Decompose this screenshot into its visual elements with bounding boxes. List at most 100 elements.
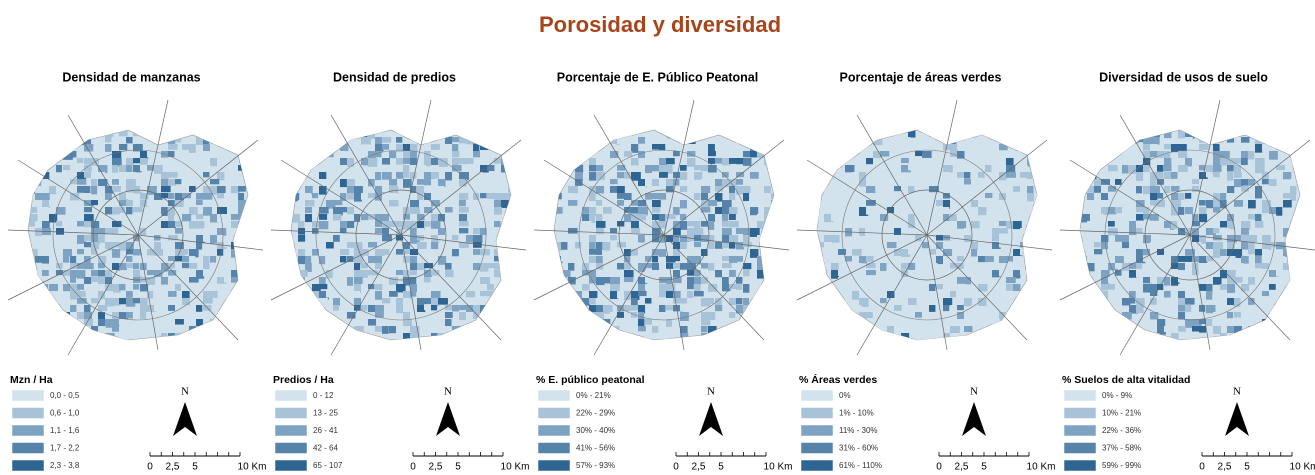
map-cell <box>1101 207 1110 215</box>
map-cell <box>1027 256 1034 263</box>
map-cell <box>1185 158 1195 167</box>
map-cell <box>77 312 87 321</box>
map-cell <box>1157 277 1164 284</box>
map-cell <box>915 340 924 345</box>
map-cell <box>701 298 711 307</box>
north-label: N <box>1233 386 1241 398</box>
map-cell <box>687 151 696 157</box>
map-cell <box>1087 263 1095 272</box>
map-cell <box>901 340 909 349</box>
map-cell <box>410 291 417 297</box>
map-cell <box>119 193 129 202</box>
map-cell <box>126 165 133 174</box>
map-cell <box>1122 312 1132 320</box>
boundary <box>1189 99 1221 236</box>
map-cell <box>1157 172 1164 179</box>
legend-swatch <box>800 389 834 402</box>
map-cell <box>63 144 73 151</box>
map-cell <box>873 151 883 159</box>
map-cell <box>610 291 619 300</box>
map-cell <box>999 165 1006 173</box>
map-cell <box>417 284 427 292</box>
map-cell <box>431 242 439 250</box>
map <box>270 99 527 356</box>
map-cell <box>764 326 774 332</box>
map-cell <box>168 235 178 241</box>
map-cell <box>196 137 206 146</box>
map-cell <box>845 158 853 165</box>
map-cell <box>459 263 469 272</box>
legend-label: 0,6 - 1,0 <box>50 409 80 418</box>
map-cell <box>189 221 199 229</box>
map-cell <box>589 137 597 146</box>
map-cell <box>1129 165 1138 174</box>
map-cell <box>638 291 647 297</box>
map-cell <box>77 186 87 193</box>
map-cell <box>154 151 164 159</box>
boundary <box>7 234 139 301</box>
map-cell <box>1013 151 1023 160</box>
map-cell <box>666 291 676 299</box>
map-cell <box>42 158 50 166</box>
map-cell <box>1248 326 1257 334</box>
map-cell <box>845 333 854 340</box>
map-cell <box>908 326 918 333</box>
map-cell <box>238 207 246 215</box>
map-cell <box>1171 305 1178 311</box>
map-cell <box>1220 284 1228 290</box>
map-cell <box>589 193 596 202</box>
map-cell <box>957 277 966 284</box>
map-cell <box>1262 249 1269 257</box>
map-cell <box>1108 291 1115 300</box>
map-cell <box>1185 270 1194 278</box>
map-cell <box>175 221 183 228</box>
map-cell <box>452 137 461 143</box>
map-cell <box>687 291 694 299</box>
map-cell <box>473 200 481 206</box>
map-cell <box>361 158 371 166</box>
scale-label: 0 <box>673 462 679 473</box>
map-cell <box>1143 144 1153 151</box>
map-cell <box>617 270 626 277</box>
map-cell <box>915 333 923 340</box>
map-cell <box>98 207 107 214</box>
map-cell <box>743 277 751 284</box>
map-cell <box>1227 333 1236 340</box>
map-cell <box>1150 277 1159 283</box>
map-cell <box>1164 186 1171 195</box>
map-cell <box>1006 270 1013 279</box>
map-cell <box>582 214 590 222</box>
map-cell <box>501 305 510 311</box>
map-cell <box>56 228 64 235</box>
map-cell <box>894 263 903 269</box>
map-cell <box>817 214 825 223</box>
map-cell <box>666 186 674 193</box>
map-cell <box>431 179 440 186</box>
map-cell <box>845 214 852 222</box>
map-cell <box>901 298 909 306</box>
map-cell <box>922 151 932 158</box>
map-cell <box>957 312 966 321</box>
map-cell <box>340 130 349 138</box>
map-cell <box>715 298 722 306</box>
map-cell <box>1241 214 1250 222</box>
map-cell <box>568 130 576 137</box>
map-cell <box>582 263 590 271</box>
map-cell <box>112 284 121 293</box>
map-cell <box>368 263 375 271</box>
map-cell <box>1027 193 1036 202</box>
map-cell <box>624 270 634 279</box>
map-cell <box>175 228 183 234</box>
map-cell <box>624 179 632 188</box>
map-cell <box>838 256 845 265</box>
legend-label: 42 - 64 <box>313 444 338 453</box>
map-cell <box>610 340 619 346</box>
map-cell <box>694 144 701 152</box>
map-cell <box>568 263 575 271</box>
map-cell <box>494 340 503 346</box>
map-cell <box>217 207 227 215</box>
map-cell <box>312 326 319 334</box>
map-cell <box>319 221 329 230</box>
map-cell <box>624 263 632 270</box>
map-cell <box>1034 326 1037 335</box>
